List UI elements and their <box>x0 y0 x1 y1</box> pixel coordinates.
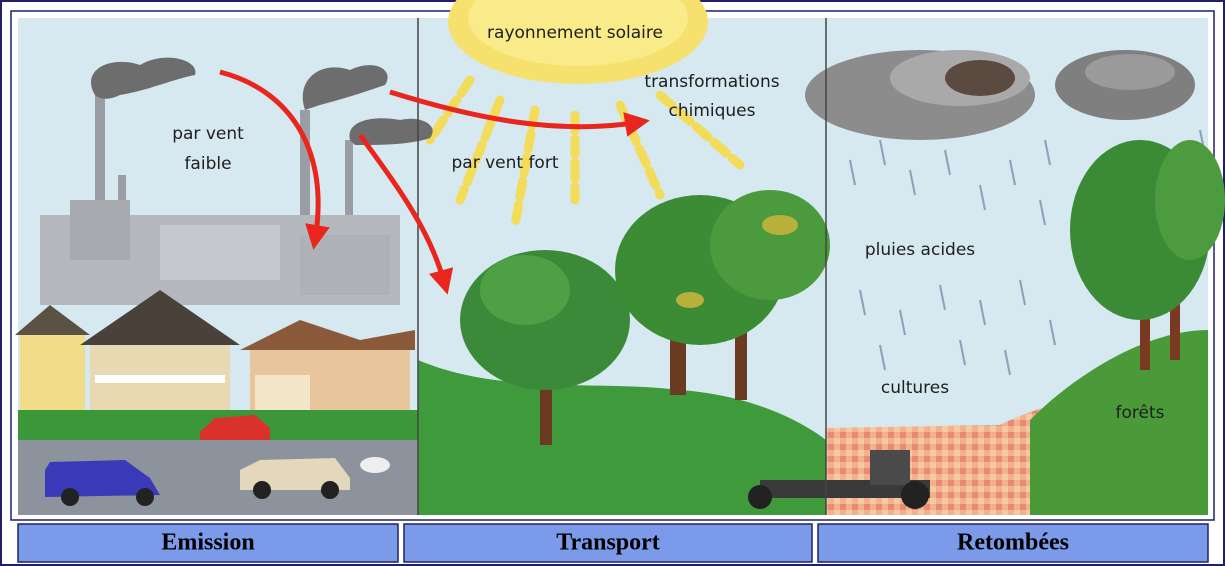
trees-part <box>710 190 830 300</box>
crops-label: cultures <box>881 378 949 398</box>
forests-label: forêts <box>1116 403 1165 423</box>
illustration <box>15 0 1225 515</box>
houses-part <box>20 335 85 410</box>
clouds-part <box>1085 54 1175 90</box>
vehicles-part <box>360 457 390 473</box>
factories-part <box>300 235 390 295</box>
sun-label: rayonnement solaire <box>487 23 663 43</box>
vehicles-part <box>136 488 154 506</box>
tractor-part <box>748 485 772 509</box>
chemistry-label: transformations <box>644 72 779 92</box>
caption-row: Emission Transport Retombées <box>18 524 1208 562</box>
trees-part <box>762 215 798 235</box>
page: Pluies acides {"illustration": {"labels"… <box>0 0 1225 566</box>
trees-part <box>676 292 704 308</box>
acid-rain-label: pluies acides <box>865 240 975 260</box>
forest-part <box>1155 140 1225 260</box>
houses-part <box>255 375 310 415</box>
weak-wind-label: faible <box>184 154 231 174</box>
vehicles-part <box>61 488 79 506</box>
factories-part <box>70 200 130 260</box>
cell-text: Emission <box>161 530 254 556</box>
acid-rain-figure: rayonnement solaire transformations chim… <box>0 0 1225 566</box>
weak-wind-label: par vent <box>172 124 244 144</box>
vehicles-part <box>253 481 271 499</box>
vehicles-part <box>321 481 339 499</box>
factories-part <box>160 225 280 280</box>
tractor-part <box>901 481 929 509</box>
tractor-part <box>870 450 910 485</box>
houses-part <box>95 375 225 383</box>
trees-part <box>480 255 570 325</box>
cell-text: Retombées <box>957 530 1069 556</box>
strong-wind-label: par vent fort <box>451 153 558 173</box>
chemistry-label: chimiques <box>668 101 755 121</box>
cell-text: Transport <box>556 530 660 556</box>
clouds-part <box>945 60 1015 96</box>
body: rayonnement solaire transformations chim… <box>0 0 1225 566</box>
